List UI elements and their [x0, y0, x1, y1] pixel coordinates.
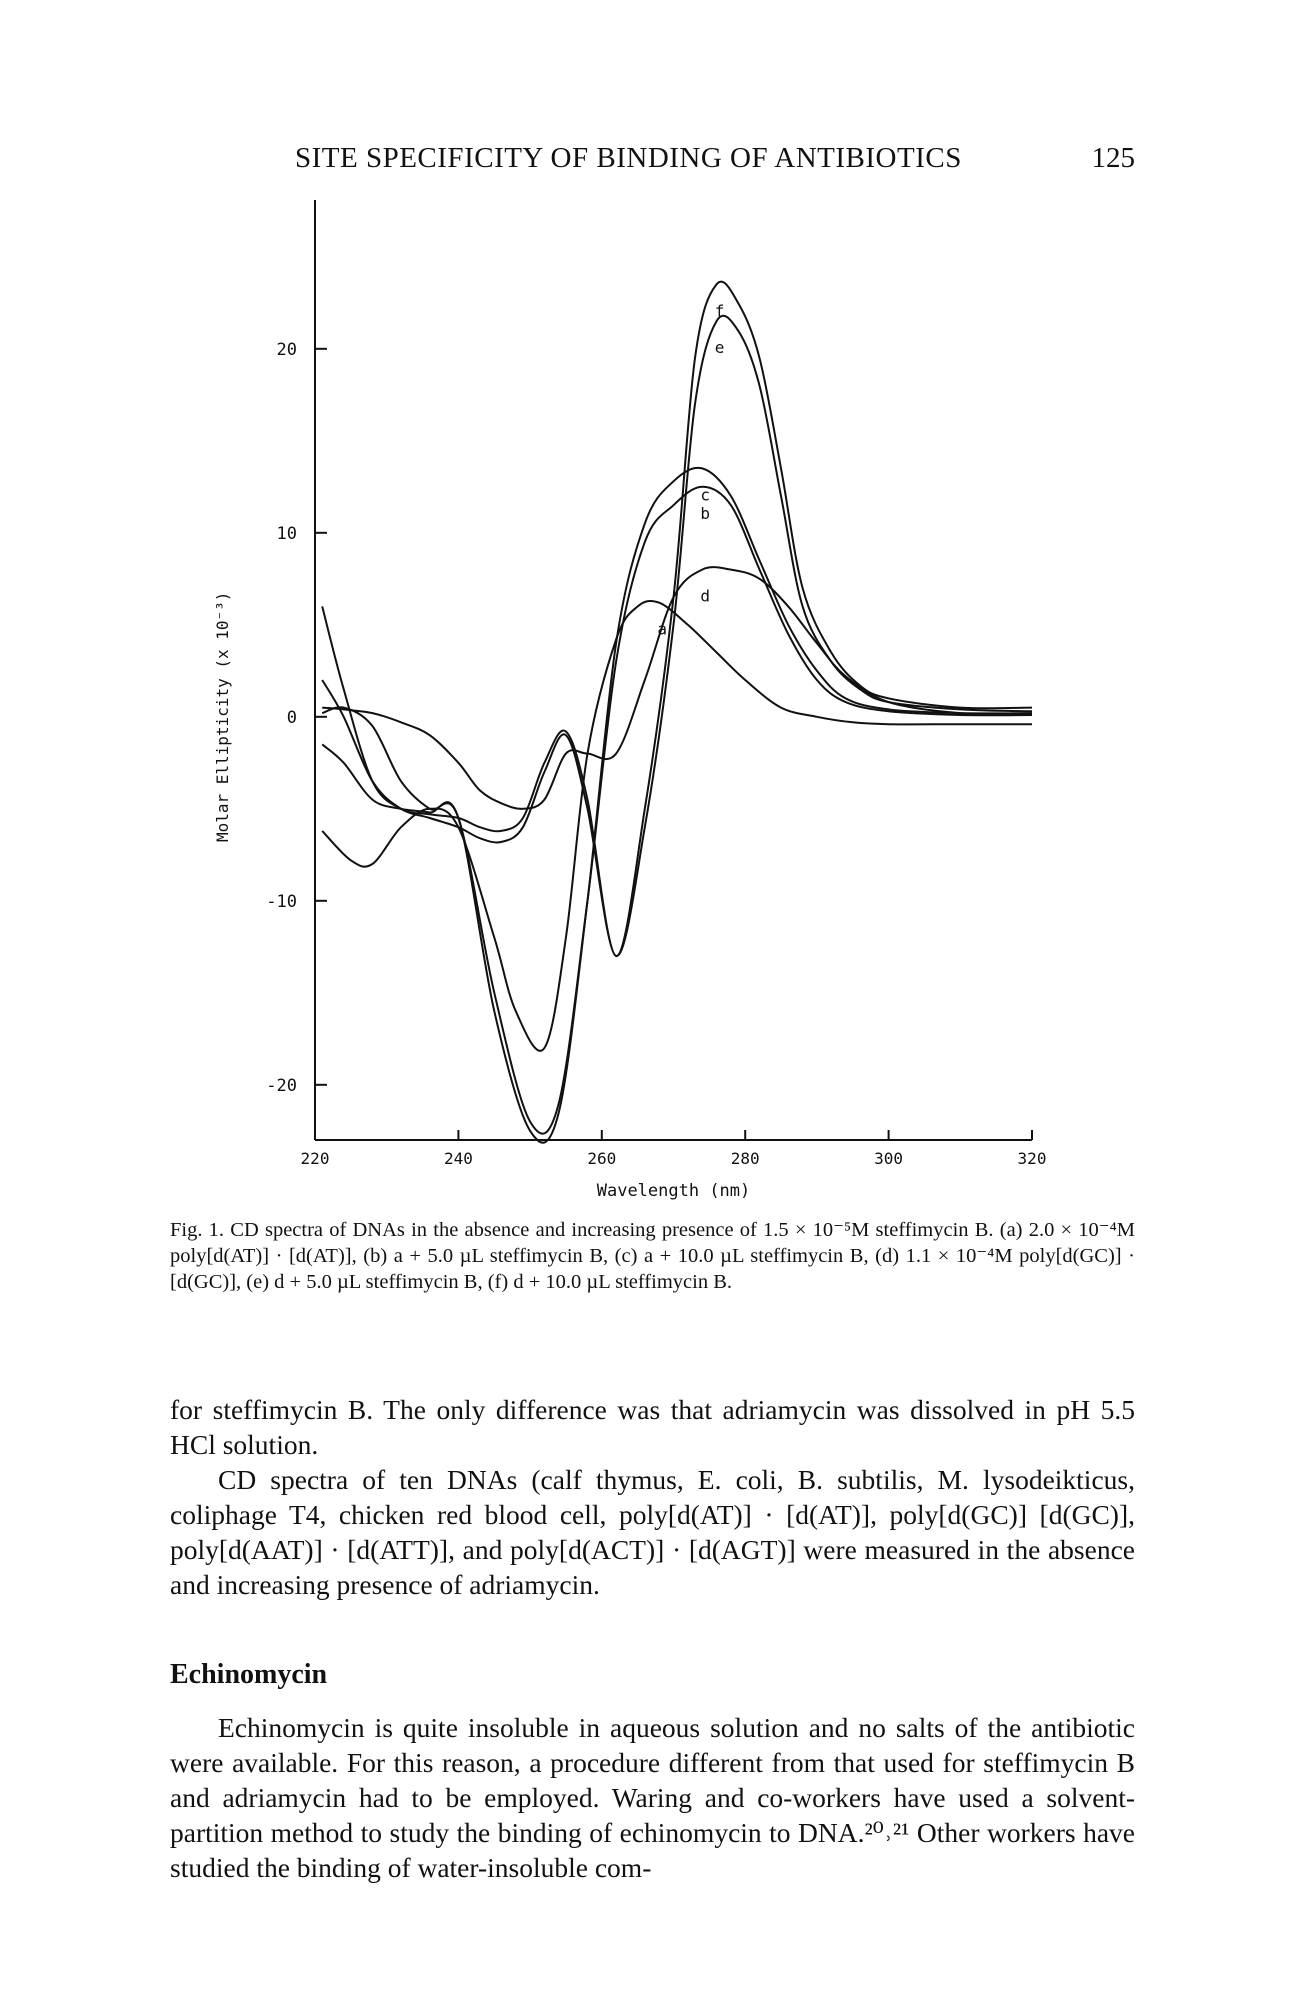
- paragraph-2: CD spectra of ten DNAs (calf thymus, E. …: [170, 1464, 1135, 1600]
- paragraph-3: Echinomycin is quite insoluble in aqueou…: [170, 1712, 1135, 1883]
- body-text: for steffimycin B. The only difference w…: [170, 1392, 1135, 1885]
- series-d-line: [322, 566, 1033, 810]
- series-a-line: [321, 599, 1032, 1052]
- page-number: 125: [1091, 142, 1136, 174]
- y-tick-label: 10: [277, 524, 297, 544]
- caption-text: CD spectra of DNAs in the absence and in…: [170, 1219, 1136, 1293]
- page-header: SITE SPECIFICITY OF BINDING OF ANTIBIOTI…: [295, 142, 1135, 182]
- y-tick-label: 0: [287, 708, 297, 728]
- y-tick-label: -10: [266, 892, 297, 912]
- series-f-line: [321, 280, 1033, 958]
- x-tick-label: 320: [1018, 1149, 1047, 1168]
- series-b-label: b: [700, 504, 710, 523]
- cd-spectra-figure: 20 10 0 -10 -20 220 240 260 280 300 320 Wavelength …: [200, 175, 1100, 1201]
- x-tick-label: 300: [874, 1149, 903, 1168]
- series-e-label: e: [715, 338, 725, 357]
- y-axis-label: Molar Ellipticity (x 10⁻³): [213, 592, 232, 842]
- series-e-line: [321, 314, 1033, 958]
- series-c-label: c: [700, 485, 710, 504]
- x-tick-label: 220: [301, 1149, 330, 1168]
- series-d-label: d: [700, 587, 710, 606]
- running-title: SITE SPECIFICITY OF BINDING OF ANTIBIOTI…: [295, 142, 962, 174]
- series-c-line: [321, 466, 1033, 1144]
- y-tick-label: 20: [277, 340, 297, 360]
- y-tick-label: -20: [266, 1076, 297, 1096]
- figure-caption: Fig. 1. CD spectra of DNAs in the absenc…: [170, 1217, 1135, 1295]
- series-b-line: [321, 485, 1033, 1135]
- x-tick-label: 240: [444, 1149, 473, 1168]
- x-axis-label: Wavelength (nm): [597, 1181, 751, 1200]
- caption-label: Fig. 1.: [170, 1219, 225, 1241]
- paragraph-1: for steffimycin B. The only difference w…: [170, 1394, 1135, 1460]
- x-tick-label: 280: [731, 1149, 760, 1168]
- x-tick-label: 260: [587, 1149, 616, 1168]
- section-heading: Echinomycin: [170, 1659, 328, 1690]
- series-f-label: f: [715, 301, 725, 320]
- cd-spectra-chart: 20 10 0 -10 -20 220 240 260 280 300 320 Wavelength …: [213, 175, 1047, 1201]
